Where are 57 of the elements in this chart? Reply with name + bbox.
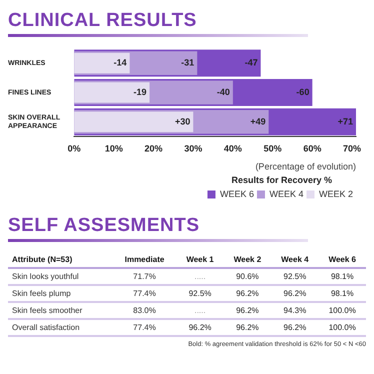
legend-label: WEEK 4 xyxy=(269,188,304,199)
text: ..... xyxy=(194,272,206,281)
data-label: 77.4% xyxy=(132,288,157,300)
y-tick-label: Overall satisfaction xyxy=(11,322,81,334)
x-tick-label: Week 1 xyxy=(185,254,215,266)
data-label: 83.0% xyxy=(132,305,157,317)
x-tick-label: Week 4 xyxy=(280,254,310,266)
annotation: -60 xyxy=(296,86,310,97)
legend-label: WEEK 2 xyxy=(318,188,354,199)
x-tick-label: 20% xyxy=(144,143,163,154)
annotation: +30 xyxy=(174,116,190,126)
annotation: -40 xyxy=(216,86,230,97)
data-label: 92.5% xyxy=(188,288,212,300)
y-tick-label: Skin feels plump xyxy=(11,288,72,300)
x-tick-label: Week 6 xyxy=(328,254,357,266)
data-label: 98.1% xyxy=(330,288,355,300)
annotation: -19 xyxy=(134,86,147,97)
x-tick-label: 30% xyxy=(184,143,202,154)
x-tick-label: 70% xyxy=(343,143,362,154)
x-tick-label: Week 2 xyxy=(232,254,262,266)
legend-label: WEEK 6 xyxy=(220,188,254,199)
chart-title: CLINICAL RESULTS xyxy=(8,10,198,32)
data-label: 71.7% xyxy=(132,271,157,283)
data-label: 98.1% xyxy=(330,271,355,283)
x-tick-label: Immediate xyxy=(124,254,166,266)
y-axis-title: Attribute (N=53) xyxy=(11,254,74,266)
data-label: 92.5% xyxy=(282,271,308,283)
data-label: 96.2% xyxy=(235,322,260,334)
x-tick-label: 0% xyxy=(68,143,81,154)
bar xyxy=(74,112,194,132)
annotation: +71 xyxy=(338,116,353,126)
y-tick-label: Skin feels smoother xyxy=(11,305,84,317)
x-tick-label: 10% xyxy=(104,143,123,154)
chart-title: SELF ASSESMENTS xyxy=(8,215,201,237)
legend-title: Results for Recovery % xyxy=(231,175,332,186)
data-label: 96.2% xyxy=(282,322,308,334)
text: ..... xyxy=(194,306,206,315)
data-label: 100.0% xyxy=(328,305,357,317)
data-label: 96.2% xyxy=(188,322,212,334)
data-label: 96.2% xyxy=(235,288,260,300)
annotation: -47 xyxy=(244,58,258,68)
data-label: 90.6% xyxy=(235,271,260,283)
data-label: 96.2% xyxy=(235,305,260,317)
x-tick-label: 60% xyxy=(303,143,322,154)
bar xyxy=(74,82,150,103)
annotation: -14 xyxy=(114,58,127,68)
y-tick-label: Skin looks youthful xyxy=(11,271,80,283)
bar xyxy=(74,52,130,74)
annotation: -31 xyxy=(181,58,194,68)
data-label: 96.2% xyxy=(282,288,308,300)
data-label: 94.3% xyxy=(282,305,308,317)
data-label: 100.0% xyxy=(328,322,357,334)
x-axis-title: (Percentage of evolution) xyxy=(255,161,356,172)
x-tick-label: 40% xyxy=(224,143,242,154)
x-tick-label: 50% xyxy=(264,143,282,154)
annotation: +49 xyxy=(250,116,266,126)
data-label: 77.4% xyxy=(132,322,157,334)
